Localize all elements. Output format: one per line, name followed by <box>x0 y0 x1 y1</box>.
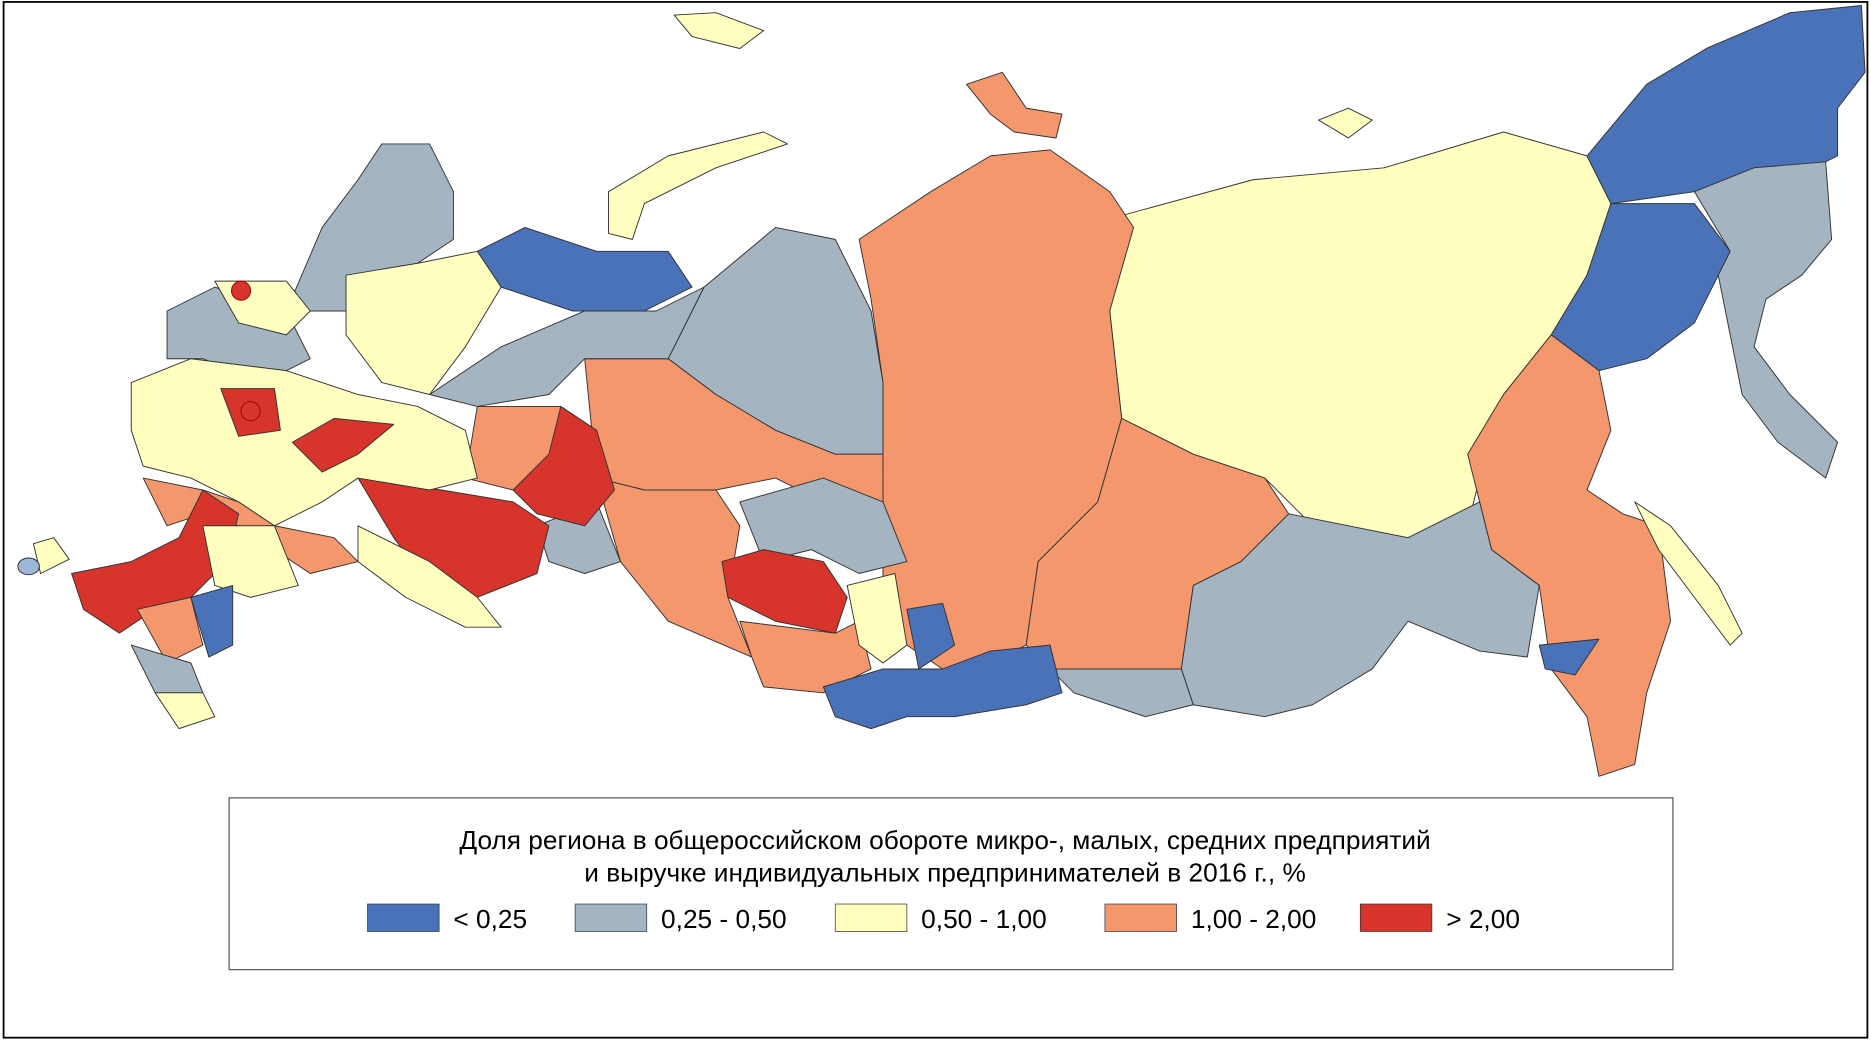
region <box>345 250 502 395</box>
region <box>721 549 848 634</box>
region <box>190 584 234 658</box>
region <box>1550 203 1731 372</box>
region <box>846 573 908 664</box>
legend-swatch <box>834 903 908 932</box>
region <box>906 602 956 670</box>
city-marker <box>240 401 261 422</box>
legend-swatch <box>1359 903 1433 932</box>
legend-swatch <box>1104 903 1177 932</box>
legend-swatch <box>367 903 440 932</box>
regions <box>17 5 1866 777</box>
legend-title: и выручке индивидуальных предпринимателе… <box>584 857 1306 887</box>
region <box>17 557 40 576</box>
region <box>966 71 1063 139</box>
legend-label: 1,00 - 2,00 <box>1191 904 1317 934</box>
region <box>1318 107 1373 139</box>
region <box>1634 501 1743 646</box>
city-marker <box>231 280 252 301</box>
legend-label: 0,50 - 1,00 <box>921 904 1047 934</box>
region <box>476 226 693 312</box>
legend-label: 0,25 - 0,50 <box>661 904 787 934</box>
legend-label: > 2,00 <box>1446 904 1520 934</box>
region <box>673 12 765 49</box>
region <box>822 644 1063 730</box>
region <box>1538 638 1600 676</box>
region <box>291 417 395 473</box>
region <box>357 525 502 628</box>
legend-box <box>228 797 1674 971</box>
region <box>136 596 204 664</box>
region <box>202 525 299 598</box>
region <box>1025 417 1290 670</box>
region <box>429 286 705 407</box>
region <box>512 405 615 527</box>
region <box>1693 161 1839 479</box>
legend-items: < 0,25 0,25 - 0,50 0,50 - 1,00 1,00 - 2,00 >… <box>367 903 1520 934</box>
legend-label: < 0,25 <box>453 904 527 934</box>
region <box>285 143 454 312</box>
legend-title: Доля региона в общероссийском обороте ми… <box>459 825 1430 855</box>
region <box>1467 334 1672 777</box>
region <box>154 692 216 730</box>
region <box>608 131 789 240</box>
legend-swatch <box>574 903 648 932</box>
